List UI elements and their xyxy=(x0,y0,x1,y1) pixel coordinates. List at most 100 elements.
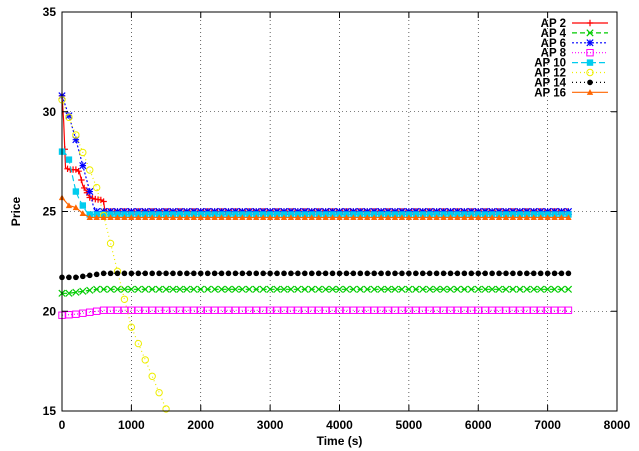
data-point xyxy=(288,270,294,277)
data-point xyxy=(127,323,136,331)
data-point xyxy=(142,214,149,221)
data-point xyxy=(419,214,426,221)
data-point xyxy=(149,270,155,277)
data-point xyxy=(550,285,559,293)
y-axis-label: Price xyxy=(9,196,23,226)
data-point xyxy=(75,168,82,175)
data-point xyxy=(523,214,531,221)
data-point xyxy=(93,271,100,278)
data-point xyxy=(107,270,114,277)
data-point xyxy=(433,214,440,221)
data-point xyxy=(266,214,274,221)
data-point xyxy=(391,306,399,314)
data-point xyxy=(162,285,170,293)
data-point xyxy=(315,270,322,277)
data-point xyxy=(488,285,496,293)
data-point xyxy=(523,306,531,314)
data-point xyxy=(80,273,86,280)
data-point xyxy=(405,214,413,221)
series-line xyxy=(61,197,569,219)
data-point xyxy=(73,274,79,281)
data-point xyxy=(335,306,344,314)
data-point xyxy=(81,184,88,192)
data-point xyxy=(99,306,108,314)
data-point xyxy=(273,306,281,314)
data-point xyxy=(413,270,419,277)
data-point xyxy=(328,306,337,314)
legend-label: AP 12 xyxy=(534,68,566,80)
data-point xyxy=(141,306,149,314)
data-point xyxy=(106,239,115,248)
data-point xyxy=(79,210,87,217)
data-point xyxy=(218,214,225,221)
data-point xyxy=(467,306,476,314)
data-point xyxy=(461,214,468,221)
series-ap-8 xyxy=(58,306,573,319)
data-point xyxy=(557,285,566,293)
series-line xyxy=(61,309,569,316)
data-point xyxy=(113,285,122,293)
data-point xyxy=(239,214,246,221)
data-point xyxy=(183,214,191,221)
x-tick-label: 6000 xyxy=(465,418,492,432)
data-point xyxy=(343,214,350,221)
data-point xyxy=(322,270,329,277)
data-point xyxy=(308,306,316,314)
data-point xyxy=(357,214,364,221)
data-point xyxy=(509,214,517,221)
data-point xyxy=(281,270,287,277)
data-point xyxy=(446,306,455,314)
data-point xyxy=(252,285,260,293)
data-point xyxy=(370,285,378,293)
data-point xyxy=(79,202,87,209)
series-layer xyxy=(58,92,573,413)
data-point xyxy=(155,214,163,221)
data-point xyxy=(92,183,101,192)
data-point xyxy=(79,287,87,295)
data-point xyxy=(274,270,280,277)
data-point xyxy=(225,214,232,221)
data-point xyxy=(524,270,530,277)
data-point xyxy=(349,306,358,314)
data-point xyxy=(301,285,309,293)
data-point xyxy=(308,214,315,221)
data-point xyxy=(516,214,524,221)
data-point xyxy=(204,285,212,293)
data-point xyxy=(315,214,322,221)
data-point xyxy=(224,285,233,293)
data-point xyxy=(516,306,524,314)
data-point xyxy=(86,194,93,201)
data-point xyxy=(92,307,101,315)
data-point xyxy=(114,214,121,221)
data-point xyxy=(64,165,71,173)
data-point xyxy=(426,270,433,277)
x-axis-label: Time (s) xyxy=(317,434,363,448)
legend-swatch-marker xyxy=(586,89,594,95)
data-point xyxy=(384,306,392,314)
data-point xyxy=(183,285,191,293)
legend-label: AP 8 xyxy=(541,48,567,60)
data-point xyxy=(211,270,218,277)
data-point xyxy=(537,270,544,277)
data-point xyxy=(86,272,93,279)
data-point xyxy=(218,270,225,277)
data-point xyxy=(183,306,191,314)
data-point xyxy=(259,214,267,221)
data-point xyxy=(65,113,73,122)
series-line xyxy=(62,288,569,294)
data-point xyxy=(121,214,128,221)
data-point xyxy=(280,214,288,221)
data-point xyxy=(217,306,226,314)
data-point xyxy=(322,285,330,293)
data-point xyxy=(197,214,204,221)
data-point xyxy=(210,306,219,314)
data-point xyxy=(72,188,80,195)
data-point xyxy=(357,270,364,277)
data-point xyxy=(128,214,135,221)
data-point xyxy=(439,306,448,314)
data-point xyxy=(363,306,371,314)
data-point xyxy=(474,306,482,314)
data-point xyxy=(156,270,162,277)
data-point xyxy=(211,285,219,293)
data-point xyxy=(425,306,434,314)
